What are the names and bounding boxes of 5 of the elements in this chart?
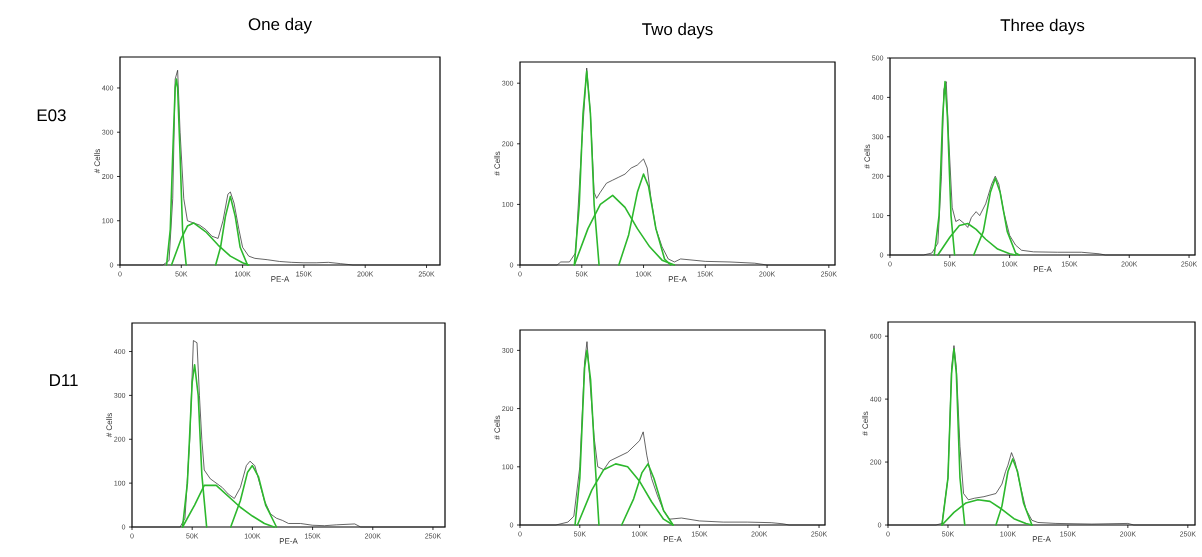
text: D11	[50, 374, 78, 386]
chart-title: Two days	[642, 22, 713, 39]
text: E03	[37, 109, 66, 122]
chart-title: Three days	[1000, 18, 1085, 35]
chart-title: One day	[248, 17, 312, 34]
